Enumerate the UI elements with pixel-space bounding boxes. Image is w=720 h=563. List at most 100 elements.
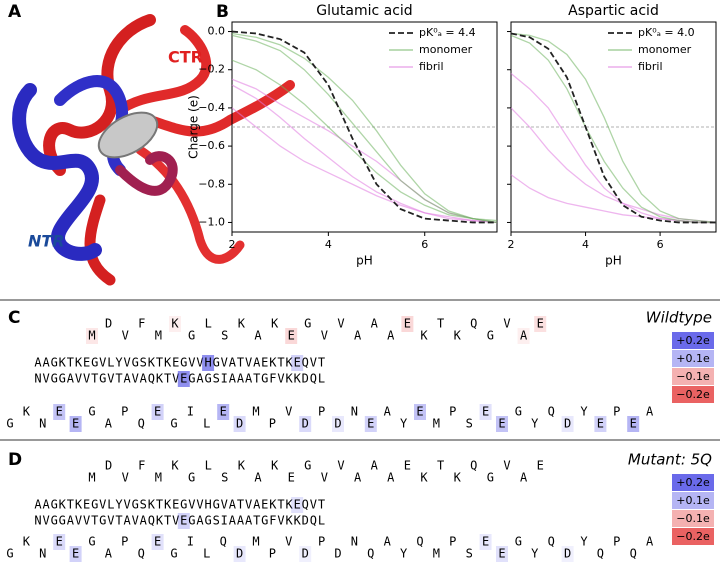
ctr-chain bbox=[43, 14, 156, 176]
residue: T bbox=[91, 514, 98, 528]
residue: A bbox=[253, 498, 261, 512]
y-tick-label: −0.4 bbox=[198, 101, 225, 114]
residue: D bbox=[564, 547, 571, 561]
residue: V bbox=[196, 498, 203, 512]
x-axis-label: pH bbox=[356, 254, 373, 268]
residue: K bbox=[164, 498, 172, 512]
residue: T bbox=[277, 498, 284, 512]
residue: E bbox=[367, 417, 374, 431]
residue: V bbox=[123, 498, 130, 512]
residue: V bbox=[122, 329, 129, 343]
x-tick-label: 2 bbox=[508, 238, 515, 251]
residue: K bbox=[285, 356, 293, 370]
residue-shade bbox=[53, 404, 66, 420]
residue: A bbox=[254, 471, 262, 485]
residue: I bbox=[187, 535, 194, 549]
y-tick-label: −1.0 bbox=[198, 215, 225, 228]
series-line bbox=[231, 34, 498, 224]
residue: A bbox=[237, 372, 245, 386]
residue: V bbox=[321, 329, 328, 343]
residue: A bbox=[237, 514, 245, 528]
residue: A bbox=[245, 514, 253, 528]
residue: Q bbox=[597, 547, 604, 561]
residue: V bbox=[132, 372, 139, 386]
residue: V bbox=[245, 498, 252, 512]
residue: I bbox=[187, 405, 194, 419]
residue-shade bbox=[496, 416, 508, 432]
residue: A bbox=[123, 514, 131, 528]
scale-swatch bbox=[672, 474, 714, 491]
residue: K bbox=[59, 498, 67, 512]
ctr-chain bbox=[84, 194, 116, 286]
residue: G bbox=[91, 498, 98, 512]
residue-shade bbox=[479, 534, 492, 550]
residue: E bbox=[498, 417, 505, 431]
residue-shade bbox=[561, 546, 574, 562]
residue: K bbox=[148, 356, 156, 370]
panel-title: Wildtype bbox=[646, 309, 712, 327]
residue: E bbox=[482, 535, 489, 549]
panel-label: D bbox=[8, 450, 22, 470]
residue: A bbox=[229, 356, 237, 370]
residue: G bbox=[188, 514, 195, 528]
residue: A bbox=[196, 372, 204, 386]
residue: P bbox=[449, 405, 456, 419]
residue: L bbox=[318, 372, 325, 386]
residue: V bbox=[75, 514, 82, 528]
ctr-chain bbox=[135, 145, 245, 264]
residue-shade bbox=[364, 416, 377, 432]
residue: V bbox=[188, 498, 195, 512]
residue-shade bbox=[233, 416, 246, 432]
residue: G bbox=[6, 547, 13, 561]
scale-label: −0.2e bbox=[676, 388, 710, 401]
legend-label: pK⁰ₐ = 4.0 bbox=[638, 26, 695, 39]
scale-swatch bbox=[672, 528, 714, 545]
residue: Q bbox=[148, 514, 155, 528]
residue: K bbox=[171, 317, 179, 331]
residue: V bbox=[285, 405, 292, 419]
residue-shade bbox=[151, 404, 164, 420]
scale-label: −0.2e bbox=[676, 530, 710, 543]
scale-label: +0.1e bbox=[676, 494, 710, 507]
residue-shade bbox=[414, 404, 426, 420]
residue: S bbox=[140, 498, 147, 512]
residue: L bbox=[203, 417, 210, 431]
x-tick-label: 4 bbox=[582, 238, 589, 251]
residue: T bbox=[437, 317, 444, 331]
residue: V bbox=[277, 514, 284, 528]
residue: V bbox=[75, 372, 82, 386]
residue: E bbox=[172, 356, 179, 370]
residue: T bbox=[164, 514, 171, 528]
residue: G bbox=[204, 372, 211, 386]
residue: G bbox=[213, 356, 220, 370]
residue: L bbox=[203, 547, 210, 561]
residue: V bbox=[503, 317, 510, 331]
residue: Q bbox=[548, 535, 555, 549]
x-tick-label: 2 bbox=[229, 238, 236, 251]
residue: G bbox=[99, 514, 106, 528]
series-line bbox=[510, 174, 716, 224]
residue-shade bbox=[534, 316, 547, 332]
residue: G bbox=[51, 356, 58, 370]
residue: T bbox=[277, 356, 284, 370]
residue: E bbox=[537, 459, 544, 473]
residue: T bbox=[237, 356, 244, 370]
residue: K bbox=[285, 372, 293, 386]
residue: G bbox=[88, 405, 95, 419]
residue: A bbox=[196, 514, 204, 528]
residue: K bbox=[23, 405, 31, 419]
residue: V bbox=[337, 317, 344, 331]
residue: H bbox=[204, 356, 211, 370]
residue: M bbox=[433, 417, 440, 431]
residue: G bbox=[91, 356, 98, 370]
residue: M bbox=[252, 405, 259, 419]
residue: G bbox=[88, 535, 95, 549]
residue: N bbox=[351, 535, 358, 549]
residue: T bbox=[115, 372, 122, 386]
residue: E bbox=[261, 498, 268, 512]
residue: E bbox=[154, 535, 161, 549]
residue: Q bbox=[302, 498, 309, 512]
residue: P bbox=[121, 535, 128, 549]
scale-swatch bbox=[672, 386, 714, 403]
